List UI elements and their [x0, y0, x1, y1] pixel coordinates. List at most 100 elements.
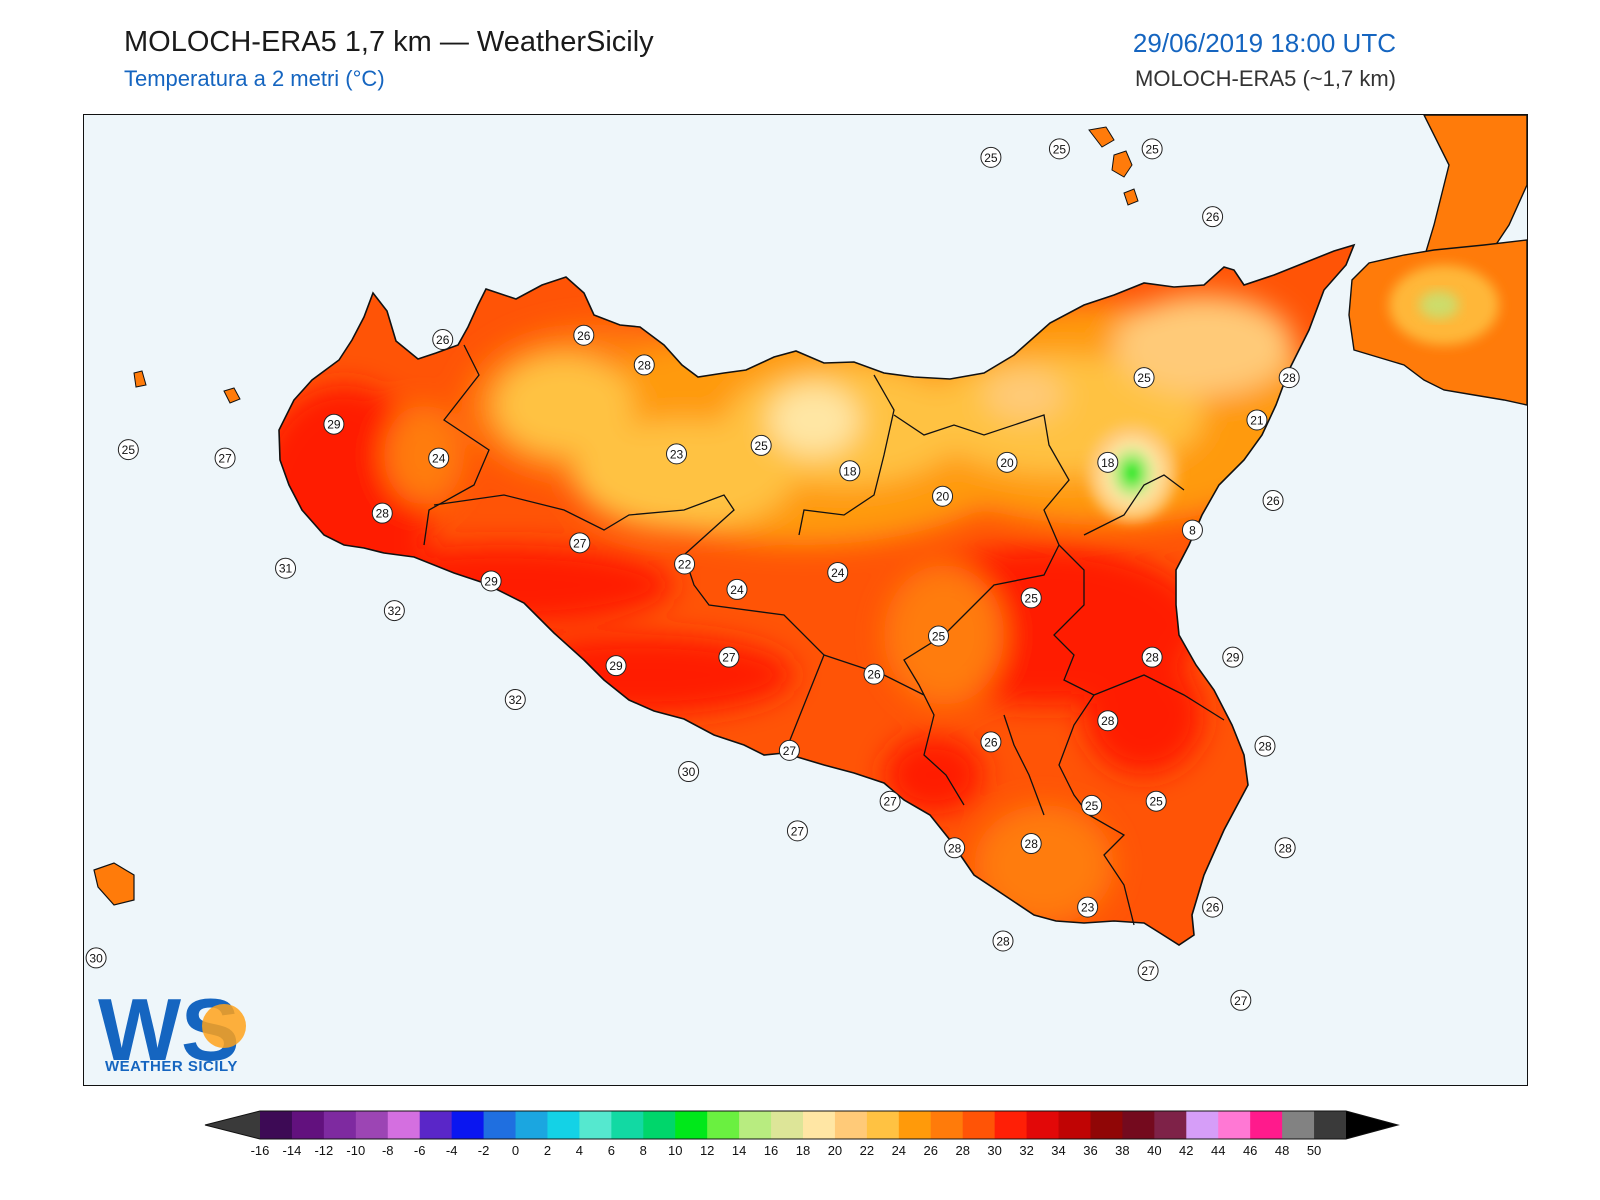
colorbar-swatch [419, 1111, 453, 1139]
station-value: 25 [932, 630, 946, 644]
colorbar-swatch [1218, 1111, 1251, 1139]
colorbar-tick-label: -2 [478, 1143, 490, 1158]
model-label: MOLOCH-ERA5 (~1,7 km) [1135, 66, 1396, 91]
station-value: 25 [122, 443, 136, 457]
station-value: 24 [831, 566, 845, 580]
station-label: 25 [1081, 794, 1103, 816]
station-value: 25 [1053, 142, 1067, 156]
station-label: 24 [428, 447, 450, 469]
station-label: 25 [1133, 367, 1155, 389]
station-value: 28 [1283, 371, 1297, 385]
station-value: 26 [984, 735, 998, 749]
station-label: 27 [214, 447, 236, 469]
station-value: 21 [1250, 413, 1264, 427]
colorbar-tick-label: 16 [764, 1143, 778, 1158]
station-value: 30 [682, 765, 696, 779]
station-value: 22 [678, 557, 692, 571]
station-value: 25 [754, 439, 768, 453]
station-value: 27 [218, 452, 232, 466]
colorbar-swatch [675, 1111, 708, 1139]
station-value: 31 [279, 562, 293, 576]
weathersicily-logo: WS [98, 982, 246, 1077]
station-value: 24 [730, 583, 744, 597]
station-label: 26 [863, 663, 885, 685]
station-label: 27 [786, 820, 808, 842]
station-value: 27 [791, 824, 805, 838]
colorbar-swatch [547, 1111, 580, 1139]
station-label: 25 [1141, 138, 1163, 160]
station-value: 29 [327, 418, 341, 432]
colorbar-swatch [1026, 1111, 1060, 1139]
sicily-coastline [278, 243, 1356, 946]
station-value: 25 [1085, 799, 1099, 813]
station-value: 27 [722, 651, 736, 665]
station-value: 18 [1101, 456, 1115, 470]
colorbar-swatch [1282, 1111, 1315, 1139]
station-label: 29 [323, 413, 345, 435]
colorbar-swatch [834, 1111, 868, 1139]
station-value: 8 [1189, 524, 1196, 538]
station-label: 28 [1274, 837, 1296, 859]
station-value: 29 [1226, 651, 1240, 665]
station-value: 28 [1025, 837, 1039, 851]
calabria-temperature-field [1348, 115, 1527, 406]
colorbar-swatch [962, 1111, 996, 1139]
station-value: 27 [783, 744, 797, 758]
colorbar-tick-label: 42 [1179, 1143, 1193, 1158]
station-value: 26 [436, 333, 450, 347]
station-value: 20 [936, 490, 950, 504]
station-label: 28 [371, 502, 393, 524]
station-value: 25 [984, 151, 998, 165]
station-value: 18 [843, 464, 857, 478]
station-label: 18 [839, 460, 861, 482]
colorbar-tick-label: -12 [314, 1143, 333, 1158]
colorbar-min-arrow [205, 1111, 260, 1139]
map-title: MOLOCH-ERA5 1,7 km — WeatherSicily [124, 26, 654, 58]
station-value: 20 [1000, 456, 1014, 470]
station-label: 25 [1145, 790, 1167, 812]
station-label: 26 [573, 324, 595, 346]
station-value: 23 [670, 447, 684, 461]
colorbar-tick-label: -14 [283, 1143, 302, 1158]
station-value: 32 [388, 604, 402, 618]
station-value: 28 [996, 934, 1010, 948]
station-value: 29 [609, 659, 623, 673]
station-value: 26 [577, 329, 591, 343]
station-label: 28 [992, 930, 1014, 952]
colorbar-swatch [994, 1111, 1028, 1139]
colorbar-swatch [611, 1111, 644, 1139]
station-label: 28 [1097, 710, 1119, 732]
logo-name: WEATHER SICILY [105, 1058, 238, 1075]
station-value: 32 [509, 693, 523, 707]
colorbar-tick-label: 4 [576, 1143, 583, 1158]
colorbar-tick-label: 30 [987, 1143, 1001, 1158]
station-value: 28 [638, 358, 652, 372]
colorbar-tick-label: -16 [251, 1143, 270, 1158]
station-label: 25 [1020, 587, 1042, 609]
colorbar-tick-label: 2 [544, 1143, 551, 1158]
colorbar-tick-label: 40 [1147, 1143, 1161, 1158]
station-label: 29 [480, 570, 502, 592]
station-value: 28 [1278, 841, 1292, 855]
colorbar-tick-label: -8 [382, 1143, 394, 1158]
colorbar-swatch [1250, 1111, 1283, 1139]
colorbar-tick-label: 32 [1019, 1143, 1033, 1158]
small-islands [93, 126, 1139, 906]
colorbar-tick-label: 10 [668, 1143, 682, 1158]
map-frame[interactable]: 25 27 29 26 26 28 24 28 31 32 29 27 22 23 25 18 20 24 24 29… [83, 114, 1528, 1086]
station-label: 28 [1020, 833, 1042, 855]
station-value: 28 [1101, 714, 1115, 728]
station-label: 27 [718, 646, 740, 668]
station-labels: 25 27 29 26 26 28 24 28 31 32 29 27 22 23 25 18 20 24 24 29… [85, 138, 1300, 1011]
station-label: 23 [1077, 896, 1099, 918]
station-label: 26 [980, 731, 1002, 753]
station-label: 25 [980, 146, 1002, 168]
station-label: 22 [674, 553, 696, 575]
station-value: 26 [1206, 210, 1220, 224]
station-label: 27 [879, 790, 901, 812]
colorbar-tick-label: 38 [1115, 1143, 1129, 1158]
station-value: 25 [1145, 142, 1159, 156]
station-label: 26 [432, 328, 454, 350]
colorbar-tick-label: 28 [955, 1143, 969, 1158]
station-label: 29 [605, 655, 627, 677]
